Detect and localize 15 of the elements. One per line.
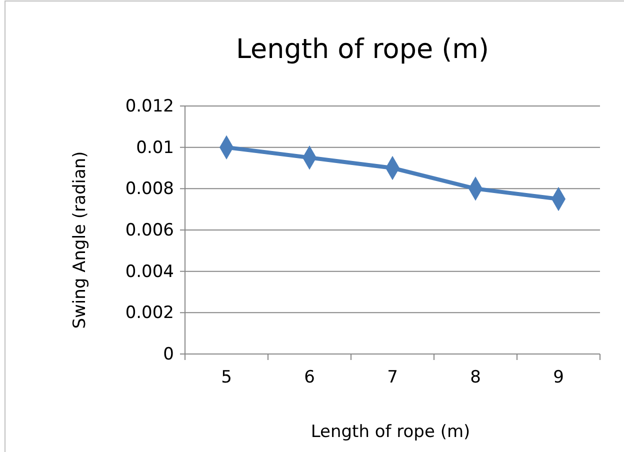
chart-title: Length of rope (m) [236,34,490,65]
y-tick-label: 0 [163,344,174,364]
x-tick-label: 6 [304,368,315,388]
y-axis-title: Swing Angle (radian) [70,151,90,329]
x-tick-label: 5 [221,368,232,388]
x-axis-title: Length of rope (m) [310,422,470,442]
y-tick-label: 0.002 [125,303,174,324]
x-tick-label: 9 [553,368,564,388]
y-tick-label: 0.006 [125,220,174,240]
x-tick-label: 8 [470,368,481,388]
y-tick-label: 0.004 [125,262,174,282]
x-tick-label: 7 [387,368,398,388]
y-tick-label: 0.008 [125,179,174,200]
y-tick-label: 0.012 [125,96,174,116]
y-tick-label: 0.01 [136,138,174,158]
